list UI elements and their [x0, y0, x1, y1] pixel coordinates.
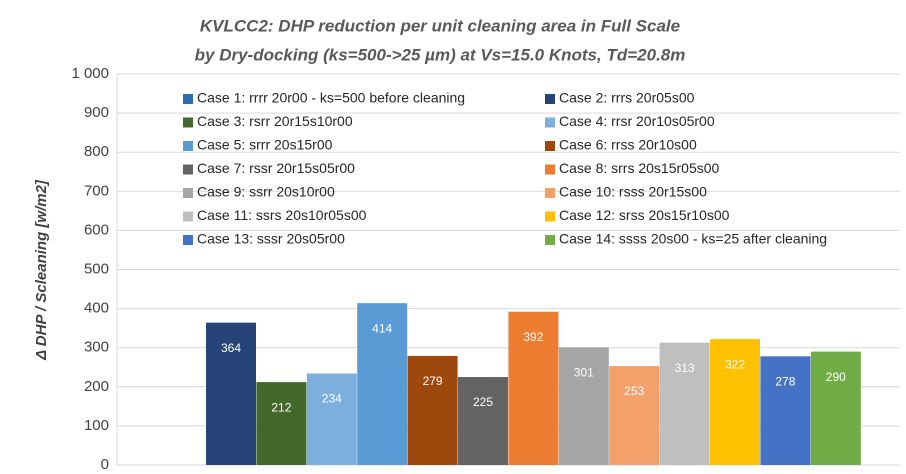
legend-swatch: [545, 94, 555, 104]
legend-swatch: [545, 235, 555, 245]
y-tick-label: 700: [84, 182, 109, 199]
legend-label: Case 12: srss 20s15r10s00: [559, 207, 730, 223]
legend-swatch: [183, 141, 193, 151]
legend-label: Case 8: srrs 20s15r05s00: [559, 160, 720, 176]
legend-swatch: [183, 94, 193, 104]
bar: [659, 342, 710, 465]
data-label: 364: [221, 341, 241, 355]
legend-label: Case 2: rrrs 20r05s00: [559, 90, 695, 106]
legend-swatch: [183, 235, 193, 245]
bar: [810, 351, 861, 465]
legend-label: Case 1: rrrr 20r00 - ks=500 before clean…: [197, 90, 465, 106]
y-tick-label: 1 000: [71, 65, 109, 82]
legend-label: Case 4: rrsr 20r10s05r00: [559, 113, 715, 129]
data-label: 313: [675, 361, 695, 375]
data-label: 234: [322, 392, 342, 406]
data-label: 290: [826, 370, 846, 384]
bar: [407, 355, 458, 465]
y-tick-label: 300: [84, 339, 109, 356]
data-label: 392: [523, 330, 543, 344]
y-tick-label: 100: [84, 417, 109, 434]
legend-label: Case 5: srrr 20s15r00: [197, 137, 333, 153]
data-label: 414: [372, 321, 392, 335]
bar: [558, 347, 609, 465]
data-label: 212: [271, 400, 291, 414]
bar: [710, 339, 760, 465]
data-label: 253: [624, 384, 644, 398]
bar: [609, 366, 660, 465]
y-tick-label: 900: [84, 104, 109, 121]
bar: [508, 311, 559, 465]
data-label: 279: [423, 374, 443, 388]
y-tick-label: 500: [84, 260, 109, 277]
bar: [306, 373, 357, 465]
data-label: 225: [473, 395, 493, 409]
legend-swatch: [545, 117, 555, 128]
data-label: 278: [775, 374, 795, 388]
y-tick-label: 400: [84, 300, 109, 317]
chart-subtitle: by Dry-docking (ks=500->25 µm) at Vs=15.…: [195, 45, 686, 64]
bar: [206, 322, 256, 465]
data-label: 301: [574, 365, 594, 379]
legend-label: Case 7: rssr 20r15s05r00: [197, 160, 355, 176]
legend-label: Case 14: ssss 20s00 - ks=25 after cleani…: [559, 231, 827, 247]
legend-swatch: [545, 211, 555, 222]
legend-swatch: [183, 164, 193, 175]
y-tick-label: 600: [84, 221, 109, 238]
y-tick-label: 200: [84, 378, 109, 395]
y-tick-label: 0: [101, 456, 109, 473]
bar: [458, 377, 508, 465]
y-axis-label: Δ DHP / Scleaning [w/m2]: [33, 179, 50, 361]
legend-swatch: [183, 211, 193, 222]
bar: [357, 303, 408, 465]
y-tick-label: 800: [84, 143, 109, 160]
bar: [760, 356, 811, 465]
legend-label: Case 11: ssrs 20s10r05s00: [197, 207, 367, 223]
legend-label: Case 13: sssr 20s05r00: [197, 231, 345, 247]
legend-label: Case 6: rrss 20r10s00: [559, 137, 697, 153]
data-label: 322: [725, 357, 745, 371]
chart-title: KVLCC2: DHP reduction per unit cleaning …: [200, 16, 680, 35]
legend-label: Case 10: rsss 20r15s00: [559, 184, 707, 200]
legend-swatch: [545, 141, 555, 151]
bar: [256, 382, 307, 465]
legend-swatch: [183, 188, 193, 198]
legend-label: Case 3: rsrr 20r15s10r00: [197, 113, 353, 129]
legend-swatch: [545, 164, 555, 175]
legend-swatch: [183, 117, 193, 128]
legend-label: Case 9: ssrr 20s10r00: [197, 184, 335, 200]
legend-swatch: [545, 188, 555, 198]
